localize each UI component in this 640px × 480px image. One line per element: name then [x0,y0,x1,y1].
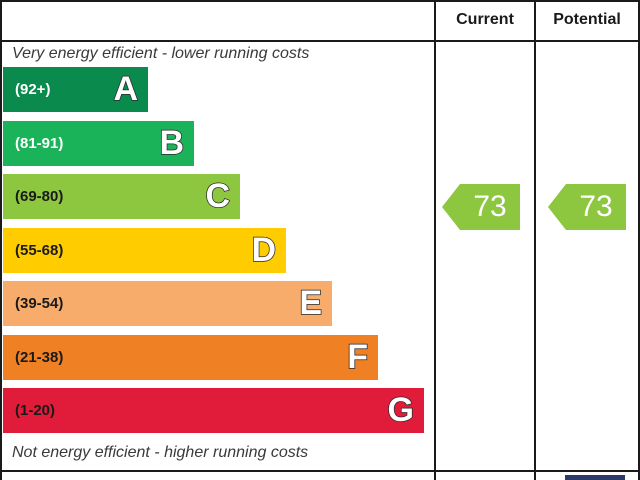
potential-arrow-shape [548,184,626,230]
band-letter: B [159,123,185,163]
top-border [0,0,640,2]
current-rating-arrow: 73 [442,184,520,230]
bottom-divider [0,470,640,472]
band-range-label: (55-68) [15,241,64,259]
band-range-label: (21-38) [15,348,64,366]
bottom-note: Not energy efficient - higher running co… [12,444,309,461]
band-letter: G [387,390,415,430]
band-range-label: (69-80) [15,188,64,205]
header-divider [0,40,640,42]
right-border [638,0,640,480]
band-range-label: (39-54) [15,295,64,312]
band-letter: A [113,69,139,109]
potential-rating-arrow: 73 [548,184,626,230]
band-range-label: (1-20) [15,402,56,419]
top-note: Very energy efficient - lower running co… [12,45,310,62]
band-a: (92+) A [3,67,148,112]
band-letter: D [251,230,277,270]
band-range-label: (92+) [15,81,51,98]
column-divider-1 [434,0,436,480]
current-rating-value: 73 [473,190,507,223]
band-letter: F [346,337,368,377]
band-e: (39-54) E [3,281,332,326]
current-arrow-shape [442,184,520,230]
band-c: (69-80) C [3,174,240,219]
band-range-label: (81-91) [15,134,64,152]
potential-rating-value: 73 [579,190,613,223]
bottom-bar [565,475,625,480]
band-d: (55-68) D [3,227,286,273]
band-letter: C [205,176,231,216]
band-f: (21-38) F [3,334,378,380]
left-border [0,0,2,480]
band-g: (1-20) G [3,388,424,433]
band-b: (81-91) B [3,120,194,166]
column-divider-2 [534,0,536,480]
current-header: Current [456,11,514,28]
potential-header: Potential [553,11,621,28]
band-letter: E [299,283,323,323]
